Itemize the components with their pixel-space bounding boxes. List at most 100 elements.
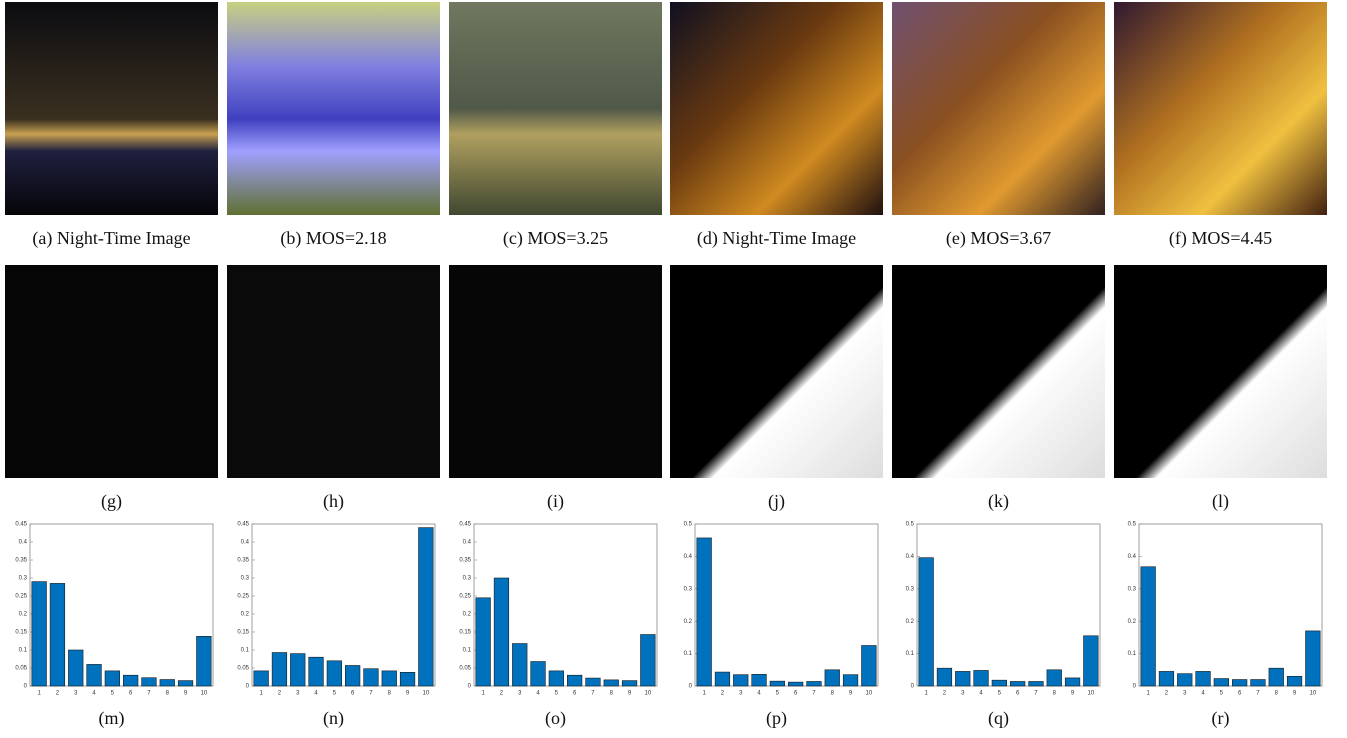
bar xyxy=(733,675,748,686)
image-h xyxy=(227,265,440,478)
bar xyxy=(87,664,102,686)
x-tick-label: 4 xyxy=(92,691,96,697)
image-g xyxy=(5,265,218,478)
x-tick-label: 5 xyxy=(333,691,337,697)
x-tick-label: 9 xyxy=(184,691,188,697)
bar xyxy=(1084,636,1099,686)
x-tick-label: 1 xyxy=(37,691,41,697)
bar xyxy=(364,669,379,686)
bar xyxy=(1159,671,1174,686)
image-f xyxy=(1114,2,1327,215)
x-tick-label: 10 xyxy=(1088,691,1095,697)
y-tick-label: 0.35 xyxy=(237,558,249,564)
y-tick-label: 0.1 xyxy=(241,648,250,654)
bar xyxy=(641,635,656,686)
bar xyxy=(50,583,65,686)
x-tick-label: 3 xyxy=(296,691,300,697)
y-tick-label: 0.5 xyxy=(1128,522,1137,528)
bar xyxy=(160,680,175,686)
x-tick-label: 8 xyxy=(1275,691,1279,697)
caption: (i) xyxy=(547,491,564,512)
bar xyxy=(697,538,712,686)
bar xyxy=(992,680,1007,686)
y-tick-label: 0.3 xyxy=(241,576,250,582)
x-tick-label: 4 xyxy=(314,691,318,697)
bar xyxy=(1141,567,1156,686)
caption: (g) xyxy=(101,491,122,512)
image-b xyxy=(227,2,440,215)
bar xyxy=(1065,678,1080,686)
y-tick-label: 0 xyxy=(1133,684,1137,690)
y-tick-label: 0.05 xyxy=(237,666,249,672)
x-tick-label: 3 xyxy=(739,691,743,697)
bar xyxy=(142,678,157,686)
x-tick-label: 7 xyxy=(591,691,595,697)
bar xyxy=(567,675,582,686)
caption: (f) MOS=4.45 xyxy=(1169,228,1272,249)
x-tick-label: 1 xyxy=(481,691,485,697)
y-tick-label: 0.2 xyxy=(19,612,28,618)
y-tick-label: 0.1 xyxy=(906,651,915,657)
bar xyxy=(604,680,619,686)
x-tick-label: 10 xyxy=(1310,691,1317,697)
bar xyxy=(327,661,342,686)
y-tick-label: 0.3 xyxy=(19,576,28,582)
bar xyxy=(345,665,360,686)
bar xyxy=(178,681,193,686)
bar xyxy=(1177,674,1192,686)
x-tick-label: 6 xyxy=(351,691,355,697)
figure: (a) Night-Time Image(b) MOS=2.18(c) MOS=… xyxy=(0,0,1347,738)
bar xyxy=(197,636,212,686)
y-tick-label: 0.45 xyxy=(15,522,27,528)
bar xyxy=(382,671,397,686)
bar xyxy=(788,682,803,686)
y-tick-label: 0.4 xyxy=(241,540,250,546)
y-tick-label: 0.3 xyxy=(463,576,472,582)
bar xyxy=(937,668,952,686)
caption: (o) xyxy=(545,708,566,729)
image-l xyxy=(1114,265,1327,478)
y-tick-label: 0.1 xyxy=(684,651,693,657)
bar xyxy=(1214,679,1229,686)
bar xyxy=(715,672,730,686)
plot-frame xyxy=(695,524,878,686)
caption: (l) xyxy=(1212,491,1229,512)
y-tick-label: 0.5 xyxy=(684,522,693,528)
x-tick-label: 3 xyxy=(1183,691,1187,697)
caption: (e) MOS=3.67 xyxy=(946,228,1051,249)
bar xyxy=(123,675,138,686)
x-tick-label: 6 xyxy=(1016,691,1020,697)
y-tick-label: 0 xyxy=(246,684,250,690)
x-tick-label: 2 xyxy=(278,691,282,697)
y-tick-label: 0.15 xyxy=(459,630,471,636)
x-tick-label: 4 xyxy=(536,691,540,697)
x-tick-label: 5 xyxy=(555,691,559,697)
x-tick-label: 10 xyxy=(201,691,208,697)
x-tick-label: 1 xyxy=(702,691,706,697)
x-tick-label: 9 xyxy=(1293,691,1297,697)
y-tick-label: 0.2 xyxy=(241,612,250,618)
caption: (b) MOS=2.18 xyxy=(280,228,386,249)
x-tick-label: 6 xyxy=(1238,691,1242,697)
y-tick-label: 0 xyxy=(24,684,28,690)
bar xyxy=(1029,681,1044,686)
x-tick-label: 2 xyxy=(943,691,947,697)
x-tick-label: 5 xyxy=(998,691,1002,697)
bar xyxy=(1196,671,1211,686)
x-tick-label: 3 xyxy=(961,691,965,697)
x-tick-label: 8 xyxy=(388,691,392,697)
bar xyxy=(254,671,269,686)
y-tick-label: 0.3 xyxy=(684,586,693,592)
caption: (h) xyxy=(323,491,344,512)
image-c xyxy=(449,2,662,215)
y-tick-label: 0.2 xyxy=(1128,619,1137,625)
x-tick-label: 8 xyxy=(610,691,614,697)
bar xyxy=(862,646,877,687)
x-tick-label: 3 xyxy=(518,691,522,697)
x-tick-label: 7 xyxy=(147,691,151,697)
image-a xyxy=(5,2,218,215)
bar xyxy=(1269,668,1284,686)
y-tick-label: 0.4 xyxy=(906,554,915,560)
y-tick-label: 0 xyxy=(689,684,693,690)
caption: (k) xyxy=(988,491,1009,512)
